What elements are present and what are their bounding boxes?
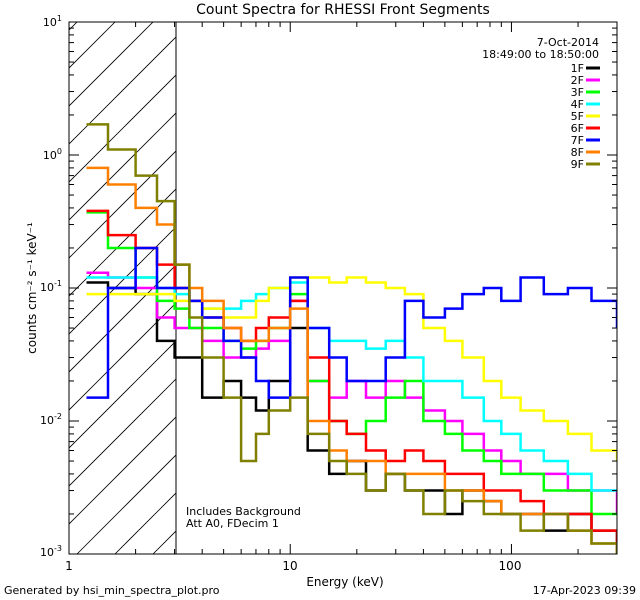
hatch-line <box>69 22 116 69</box>
series-9F <box>86 123 617 554</box>
hatch-line <box>69 188 176 297</box>
legend-label-6F: 6F <box>571 122 584 135</box>
hatch-line <box>69 302 176 411</box>
legend-label-8F: 8F <box>571 146 584 159</box>
hatch-line <box>69 264 176 373</box>
hatch-line <box>114 492 176 554</box>
legend-label-5F: 5F <box>571 110 584 123</box>
chart-title: Count Spectra for RHESSI Front Segments <box>196 2 490 18</box>
time-range-annotation: 18:49:00 to 18:50:00 <box>482 48 599 61</box>
axis-ticks <box>68 22 618 555</box>
y-tick-label: 101 <box>43 14 62 29</box>
series-8F <box>86 166 617 554</box>
hatch-line <box>69 36 176 145</box>
series-3F <box>86 211 617 516</box>
legend-label-9F: 9F <box>571 158 584 171</box>
legend-label-7F: 7F <box>571 134 584 147</box>
hatch-line <box>69 22 154 107</box>
y-tick-label: 10-3 <box>40 544 62 559</box>
background-annotation: Includes Background <box>186 505 301 518</box>
series-6F <box>86 209 617 544</box>
x-tick-label: 100 <box>499 559 522 573</box>
attenuator-annotation: Att A0, FDecim 1 <box>186 517 279 530</box>
hatch-line <box>69 226 176 335</box>
hatch-line <box>69 378 176 487</box>
series-layer <box>86 123 617 554</box>
generator-footer: Generated by hsi_min_spectra_plot.pro <box>4 584 220 597</box>
x-tick-label: 1 <box>65 559 73 573</box>
hatch-line <box>69 150 176 259</box>
excluded-region-hatch <box>69 22 176 554</box>
date-annotation: 7-Oct-2014 <box>537 36 599 49</box>
legend-label-1F: 1F <box>571 62 584 75</box>
y-axis-label: counts cm⁻² s⁻¹ keV⁻¹ <box>25 222 39 354</box>
timestamp-footer: 17-Apr-2023 09:39 <box>533 584 636 597</box>
series-2F <box>86 271 617 514</box>
legend-label-4F: 4F <box>571 98 584 111</box>
legend-label-2F: 2F <box>571 74 584 87</box>
y-tick-label: 10-2 <box>40 412 62 427</box>
y-tick-label: 100 <box>43 147 62 162</box>
y-tick-label: 10-1 <box>40 279 62 294</box>
legend-label-3F: 3F <box>571 86 584 99</box>
series-7F <box>86 246 617 399</box>
series-4F <box>86 276 617 492</box>
hatch-line <box>69 416 176 525</box>
x-axis-label: Energy (keV) <box>306 575 383 589</box>
x-tick-label: 10 <box>282 559 297 573</box>
